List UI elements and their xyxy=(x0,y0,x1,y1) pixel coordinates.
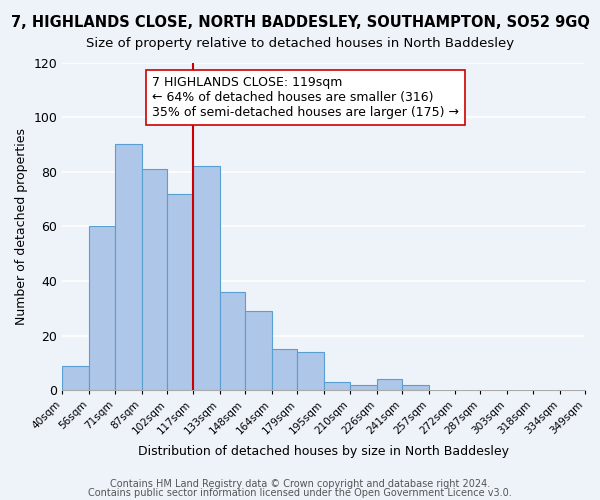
Text: 7 HIGHLANDS CLOSE: 119sqm
← 64% of detached houses are smaller (316)
35% of semi: 7 HIGHLANDS CLOSE: 119sqm ← 64% of detac… xyxy=(152,76,459,119)
Text: 7, HIGHLANDS CLOSE, NORTH BADDESLEY, SOUTHAMPTON, SO52 9GQ: 7, HIGHLANDS CLOSE, NORTH BADDESLEY, SOU… xyxy=(11,15,589,30)
Text: Contains public sector information licensed under the Open Government Licence v3: Contains public sector information licen… xyxy=(88,488,512,498)
Bar xyxy=(220,292,245,390)
Text: Contains HM Land Registry data © Crown copyright and database right 2024.: Contains HM Land Registry data © Crown c… xyxy=(110,479,490,489)
Bar xyxy=(377,380,403,390)
Bar xyxy=(167,194,193,390)
Bar xyxy=(403,385,430,390)
Y-axis label: Number of detached properties: Number of detached properties xyxy=(15,128,28,325)
Bar xyxy=(325,382,350,390)
Bar xyxy=(89,226,115,390)
Bar xyxy=(272,350,298,391)
Bar xyxy=(193,166,220,390)
Bar xyxy=(350,385,377,390)
Bar xyxy=(142,169,167,390)
Bar xyxy=(115,144,142,390)
X-axis label: Distribution of detached houses by size in North Baddesley: Distribution of detached houses by size … xyxy=(138,444,509,458)
Bar xyxy=(245,311,272,390)
Bar xyxy=(62,366,89,390)
Text: Size of property relative to detached houses in North Baddesley: Size of property relative to detached ho… xyxy=(86,38,514,51)
Bar xyxy=(298,352,325,391)
